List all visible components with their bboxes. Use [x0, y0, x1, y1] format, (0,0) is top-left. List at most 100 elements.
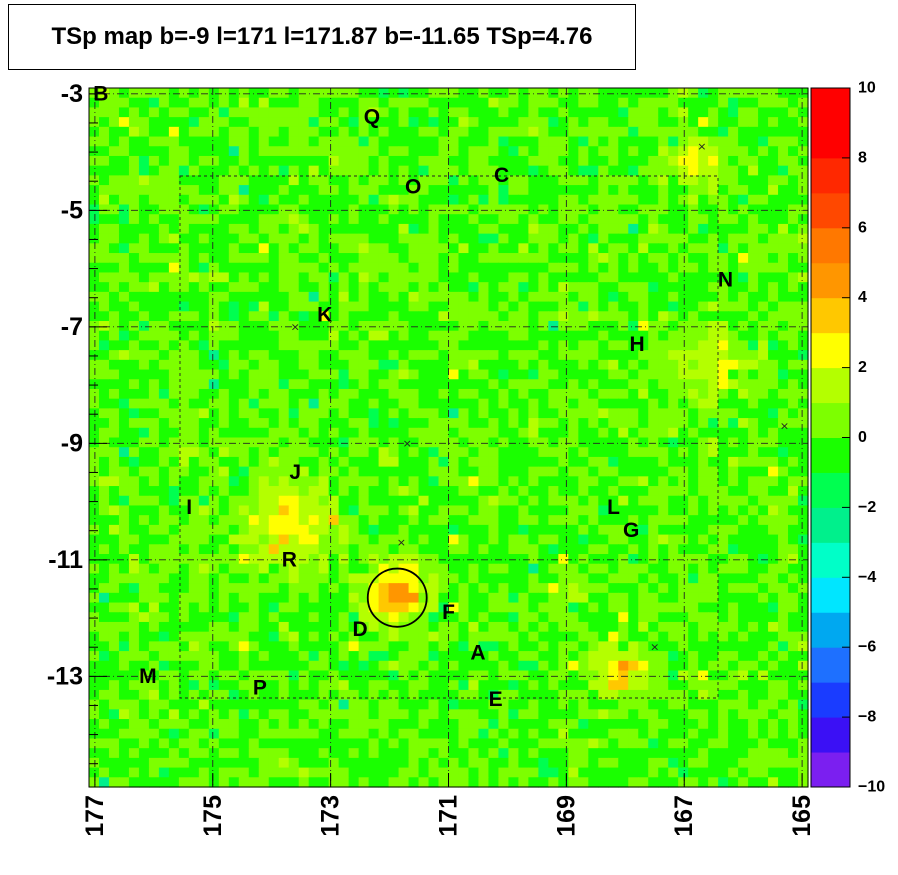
heatmap-cell — [138, 680, 150, 691]
heatmap-cell — [198, 301, 210, 312]
heatmap-cell — [538, 515, 549, 526]
heatmap-cell — [408, 223, 420, 235]
heatmap-cell — [238, 476, 250, 487]
heatmap-cell — [388, 631, 400, 642]
heatmap-cell — [478, 223, 490, 235]
heatmap-cell — [588, 573, 599, 584]
heatmap-cell — [168, 427, 180, 439]
heatmap-cell — [128, 398, 140, 409]
heatmap-cell — [408, 418, 420, 429]
heatmap-cell — [148, 495, 160, 507]
heatmap-cell — [628, 709, 639, 720]
heatmap-cell — [258, 398, 270, 409]
heatmap-cell — [778, 340, 789, 351]
heatmap-cell — [328, 427, 340, 439]
heatmap-cell — [478, 515, 490, 526]
heatmap-cell — [208, 136, 220, 147]
heatmap-cell — [718, 563, 729, 575]
heatmap-cell — [618, 272, 629, 283]
heatmap-cell — [788, 398, 799, 409]
heatmap-cell — [648, 476, 659, 487]
heatmap-cell — [378, 621, 390, 633]
heatmap-cell — [548, 97, 559, 109]
heatmap-cell — [148, 136, 160, 147]
heatmap-cell — [348, 301, 360, 312]
heatmap-cell — [678, 476, 689, 487]
heatmap-cell — [638, 563, 649, 575]
heatmap-cell — [488, 243, 500, 254]
heatmap-cell — [458, 437, 470, 448]
heatmap-cell — [318, 233, 330, 244]
heatmap-cell — [438, 573, 450, 584]
heatmap-cell — [338, 757, 350, 769]
heatmap-cell — [698, 185, 709, 196]
heatmap-cell — [368, 379, 380, 390]
heatmap-cell — [318, 408, 330, 419]
heatmap-cell — [408, 495, 420, 507]
heatmap-cell — [468, 699, 480, 710]
heatmap-cell — [778, 486, 789, 497]
heatmap-cell — [698, 680, 709, 691]
heatmap-cell — [588, 291, 599, 303]
heatmap-cell — [768, 563, 779, 575]
heatmap-cell — [638, 670, 649, 681]
heatmap-cell — [548, 418, 559, 429]
heatmap-cell — [788, 107, 799, 118]
heatmap-cell — [248, 223, 260, 235]
heatmap-cell — [618, 544, 629, 555]
heatmap-cell — [598, 233, 609, 244]
heatmap-cell — [728, 544, 739, 555]
heatmap-cell — [128, 738, 140, 749]
heatmap-cell — [118, 126, 130, 138]
heatmap-cell — [108, 641, 120, 652]
heatmap-cell — [608, 563, 619, 575]
heatmap-cell — [538, 660, 549, 672]
heatmap-cell — [738, 379, 749, 390]
heatmap-cell — [218, 253, 230, 264]
heatmap-cell — [108, 738, 120, 749]
heatmap-cell — [528, 194, 539, 206]
heatmap-cell — [518, 243, 529, 254]
heatmap-cell — [108, 369, 120, 380]
heatmap-cell — [238, 748, 250, 759]
heatmap-cell — [238, 466, 250, 477]
heatmap-cell — [128, 709, 140, 720]
heatmap-cell — [608, 291, 619, 303]
heatmap-cell — [788, 330, 799, 342]
heatmap-cell — [98, 699, 110, 710]
heatmap-cell — [638, 534, 649, 545]
heatmap-cell — [89, 621, 100, 633]
heatmap-cell — [338, 107, 350, 118]
heatmap-cell — [458, 321, 470, 332]
heatmap-cell — [128, 369, 140, 380]
heatmap-cell — [208, 369, 220, 380]
heatmap-cell — [498, 631, 510, 642]
heatmap-cell — [368, 719, 380, 730]
heatmap-cell — [588, 641, 599, 652]
heatmap-cell — [768, 476, 779, 487]
heatmap-cell — [89, 204, 100, 215]
heatmap-cell — [89, 223, 100, 235]
heatmap-cell — [298, 573, 310, 584]
heatmap-cell — [89, 388, 100, 400]
heatmap-cell — [708, 185, 719, 196]
heatmap-cell — [118, 486, 130, 497]
heatmap-cell — [148, 602, 160, 613]
heatmap-cell — [498, 175, 510, 186]
heatmap-cell — [708, 680, 719, 691]
heatmap-cell — [238, 437, 250, 448]
heatmap-cell — [668, 388, 679, 400]
heatmap-cell — [798, 223, 809, 235]
heatmap-cell — [208, 321, 220, 332]
heatmap-cell — [738, 631, 749, 642]
heatmap-cell — [238, 388, 250, 400]
heatmap-cell — [438, 728, 450, 740]
heatmap-cell — [348, 146, 360, 157]
heatmap-cell — [738, 88, 749, 99]
heatmap-cell — [89, 408, 100, 419]
heatmap-cell — [228, 311, 240, 322]
heatmap-cell — [718, 311, 729, 322]
heatmap-cell — [728, 612, 739, 623]
heatmap-cell — [748, 398, 759, 409]
heatmap-cell — [378, 505, 390, 516]
